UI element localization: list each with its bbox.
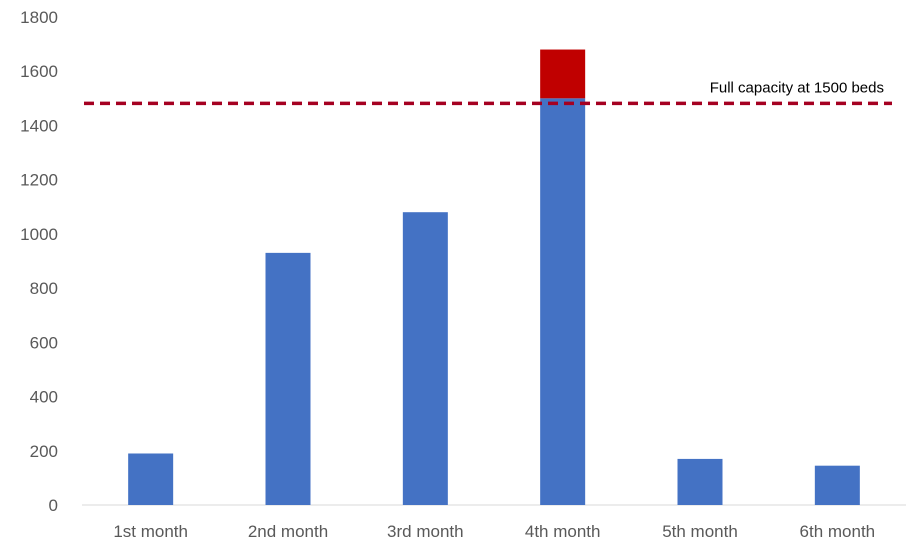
y-tick-label: 400	[30, 388, 58, 407]
x-tick-label: 3rd month	[387, 522, 464, 541]
bars	[128, 49, 860, 505]
y-tick-label: 200	[30, 442, 58, 461]
bar	[540, 98, 586, 505]
x-tick-label: 4th month	[525, 522, 601, 541]
y-axis: 0 200 400 600 800 1000 1200 1400 1600 1800	[20, 8, 58, 515]
y-tick-label: 800	[30, 279, 58, 298]
bar	[128, 453, 174, 505]
y-tick-label: 1600	[20, 62, 58, 81]
y-tick-label: 600	[30, 333, 58, 352]
bar	[402, 212, 448, 505]
y-tick-label: 1800	[20, 8, 58, 27]
bar	[265, 252, 311, 505]
y-tick-label: 1000	[20, 225, 58, 244]
y-tick-label: 0	[49, 496, 58, 515]
x-tick-label: 1st month	[113, 522, 188, 541]
x-tick-label: 2nd month	[248, 522, 328, 541]
x-tick-label: 5th month	[662, 522, 738, 541]
bar	[677, 458, 723, 505]
y-tick-label: 1200	[20, 171, 58, 190]
bar	[814, 465, 860, 505]
x-axis: 1st month 2nd month 3rd month 4th month 5th …	[82, 504, 906, 541]
capacity-threshold-label: Full capacity at 1500 beds	[710, 79, 884, 96]
bar-over-capacity	[540, 49, 586, 99]
y-tick-label: 1400	[20, 116, 58, 135]
x-tick-label: 6th month	[800, 522, 876, 541]
